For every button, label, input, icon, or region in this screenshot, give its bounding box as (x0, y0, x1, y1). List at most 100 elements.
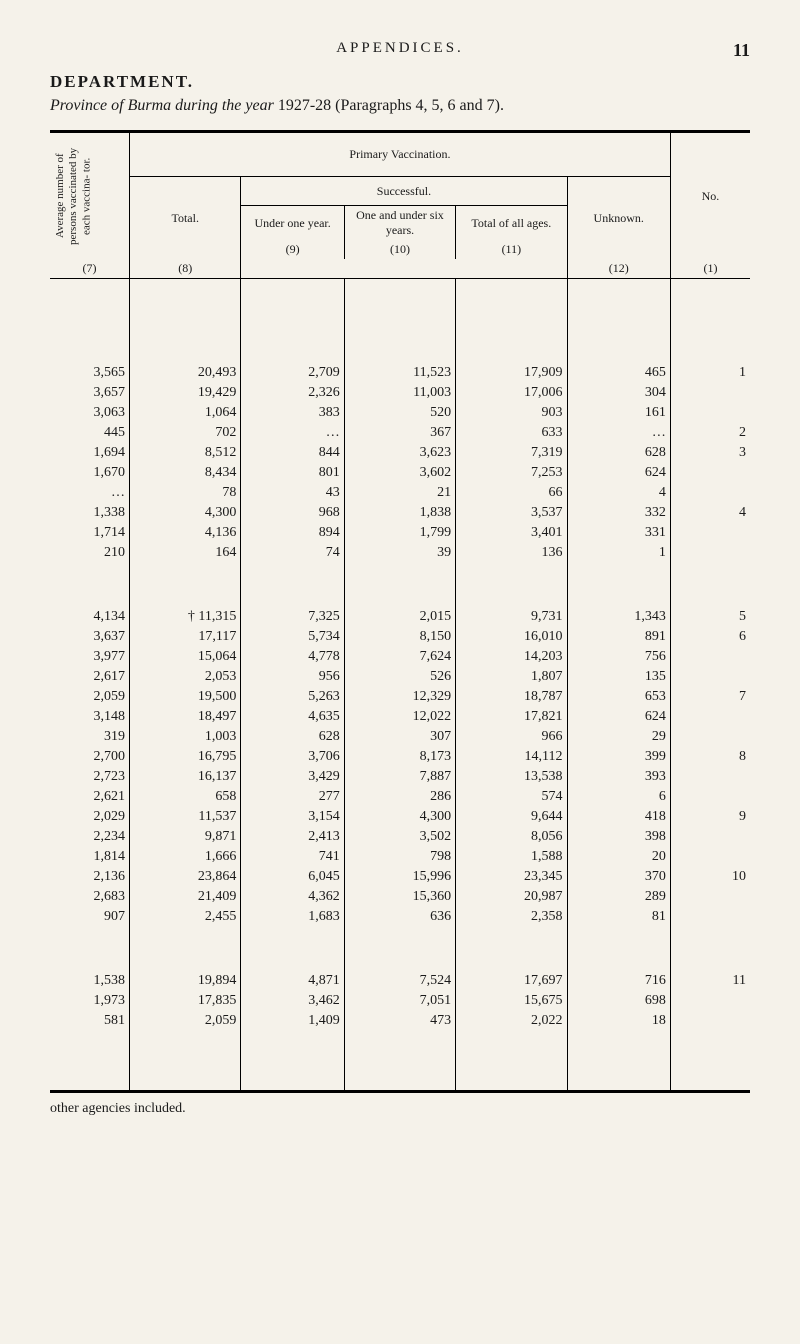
cell (670, 847, 750, 867)
cell: 81 (567, 907, 670, 927)
table-row: …784321664 (50, 483, 750, 503)
cell: 653 (567, 687, 670, 707)
cell: 4,134 (50, 607, 130, 627)
cell: 15,996 (344, 867, 455, 887)
cell (670, 1011, 750, 1031)
cell: 43 (241, 483, 344, 503)
cell: 2,709 (241, 363, 344, 383)
cell: 445 (50, 423, 130, 443)
cell: 2,136 (50, 867, 130, 887)
col7-header: Average number of persons vaccinated by … (50, 132, 130, 260)
cell: 4,136 (130, 523, 241, 543)
cell: 17,697 (456, 971, 567, 991)
cell: 19,894 (130, 971, 241, 991)
table-row: 1,97317,8353,4627,05115,675698 (50, 991, 750, 1011)
cell: 8,056 (456, 827, 567, 847)
cell: 3,502 (344, 827, 455, 847)
cell: 11,003 (344, 383, 455, 403)
cell: 1,838 (344, 503, 455, 523)
total-header: Total. (130, 177, 241, 260)
total-ages-header: Total of all ages. (456, 206, 567, 241)
cell: 2,621 (50, 787, 130, 807)
cell: 13,538 (456, 767, 567, 787)
cell: 4,778 (241, 647, 344, 667)
table-row: 3,65719,4292,32611,00317,006304 (50, 383, 750, 403)
cell (670, 827, 750, 847)
cell: 2,053 (130, 667, 241, 687)
cell: 17,821 (456, 707, 567, 727)
cell: 18,497 (130, 707, 241, 727)
cell: 903 (456, 403, 567, 423)
cell: 8,150 (344, 627, 455, 647)
cell: 277 (241, 787, 344, 807)
colnum-12: (12) (567, 259, 670, 279)
under-one-header: Under one year. (241, 206, 344, 241)
cell: 7,253 (456, 463, 567, 483)
cell: 7,319 (456, 443, 567, 463)
cell: 14,112 (456, 747, 567, 767)
cell: 1,343 (567, 607, 670, 627)
cell (670, 667, 750, 687)
cell: 1,683 (241, 907, 344, 927)
cell: 574 (456, 787, 567, 807)
cell: 1,694 (50, 443, 130, 463)
table-row: 445702…367633…2 (50, 423, 750, 443)
colnum-8: (8) (130, 259, 241, 279)
cell: 907 (50, 907, 130, 927)
cell: 319 (50, 727, 130, 747)
cell: 1,714 (50, 523, 130, 543)
cell: 20,493 (130, 363, 241, 383)
cell: 1,799 (344, 523, 455, 543)
cell: 2,455 (130, 907, 241, 927)
cell: 3,148 (50, 707, 130, 727)
cell: 2,358 (456, 907, 567, 927)
cell: 2,413 (241, 827, 344, 847)
cell: 16,010 (456, 627, 567, 647)
cell (670, 403, 750, 423)
cell: 17,006 (456, 383, 567, 403)
cell (670, 543, 750, 563)
cell: 7 (670, 687, 750, 707)
cell: 6 (567, 787, 670, 807)
cell: 3,154 (241, 807, 344, 827)
colnum-7: (7) (50, 259, 130, 279)
cell: 7,325 (241, 607, 344, 627)
table-row: 2,68321,4094,36215,36020,987289 (50, 887, 750, 907)
cell: 1,064 (130, 403, 241, 423)
cell: 716 (567, 971, 670, 991)
cell: 383 (241, 403, 344, 423)
cell: 23,345 (456, 867, 567, 887)
cell: 2,723 (50, 767, 130, 787)
cell (670, 991, 750, 1011)
cell: 756 (567, 647, 670, 667)
cell (670, 383, 750, 403)
cell: 18,787 (456, 687, 567, 707)
cell: 16,137 (130, 767, 241, 787)
cell: 3 (670, 443, 750, 463)
primary-vacc-header: Primary Vaccination. (130, 132, 671, 177)
cell: 891 (567, 627, 670, 647)
cell: 1,670 (50, 463, 130, 483)
cell: 698 (567, 991, 670, 1011)
cell: 1,814 (50, 847, 130, 867)
cell: 4 (567, 483, 670, 503)
cell: 11,537 (130, 807, 241, 827)
cell: 1,538 (50, 971, 130, 991)
cell: 21 (344, 483, 455, 503)
cell: 2,059 (50, 687, 130, 707)
cell: 14,203 (456, 647, 567, 667)
table-body: 3,56520,4932,70911,52317,90946513,65719,… (50, 279, 750, 1092)
table-row: 9072,4551,6836362,35881 (50, 907, 750, 927)
cell: 3,462 (241, 991, 344, 1011)
cell (670, 523, 750, 543)
cell: 5,734 (241, 627, 344, 647)
subtitle-part-a: Province of Burma during the year (50, 97, 274, 114)
cell: 581 (50, 1011, 130, 1031)
table-row: 3,63717,1175,7348,15016,0108916 (50, 627, 750, 647)
cell: 702 (130, 423, 241, 443)
cell: 74 (241, 543, 344, 563)
cell (670, 727, 750, 747)
cell: 398 (567, 827, 670, 847)
cell: 136 (456, 543, 567, 563)
table-row: 5812,0591,4094732,02218 (50, 1011, 750, 1031)
